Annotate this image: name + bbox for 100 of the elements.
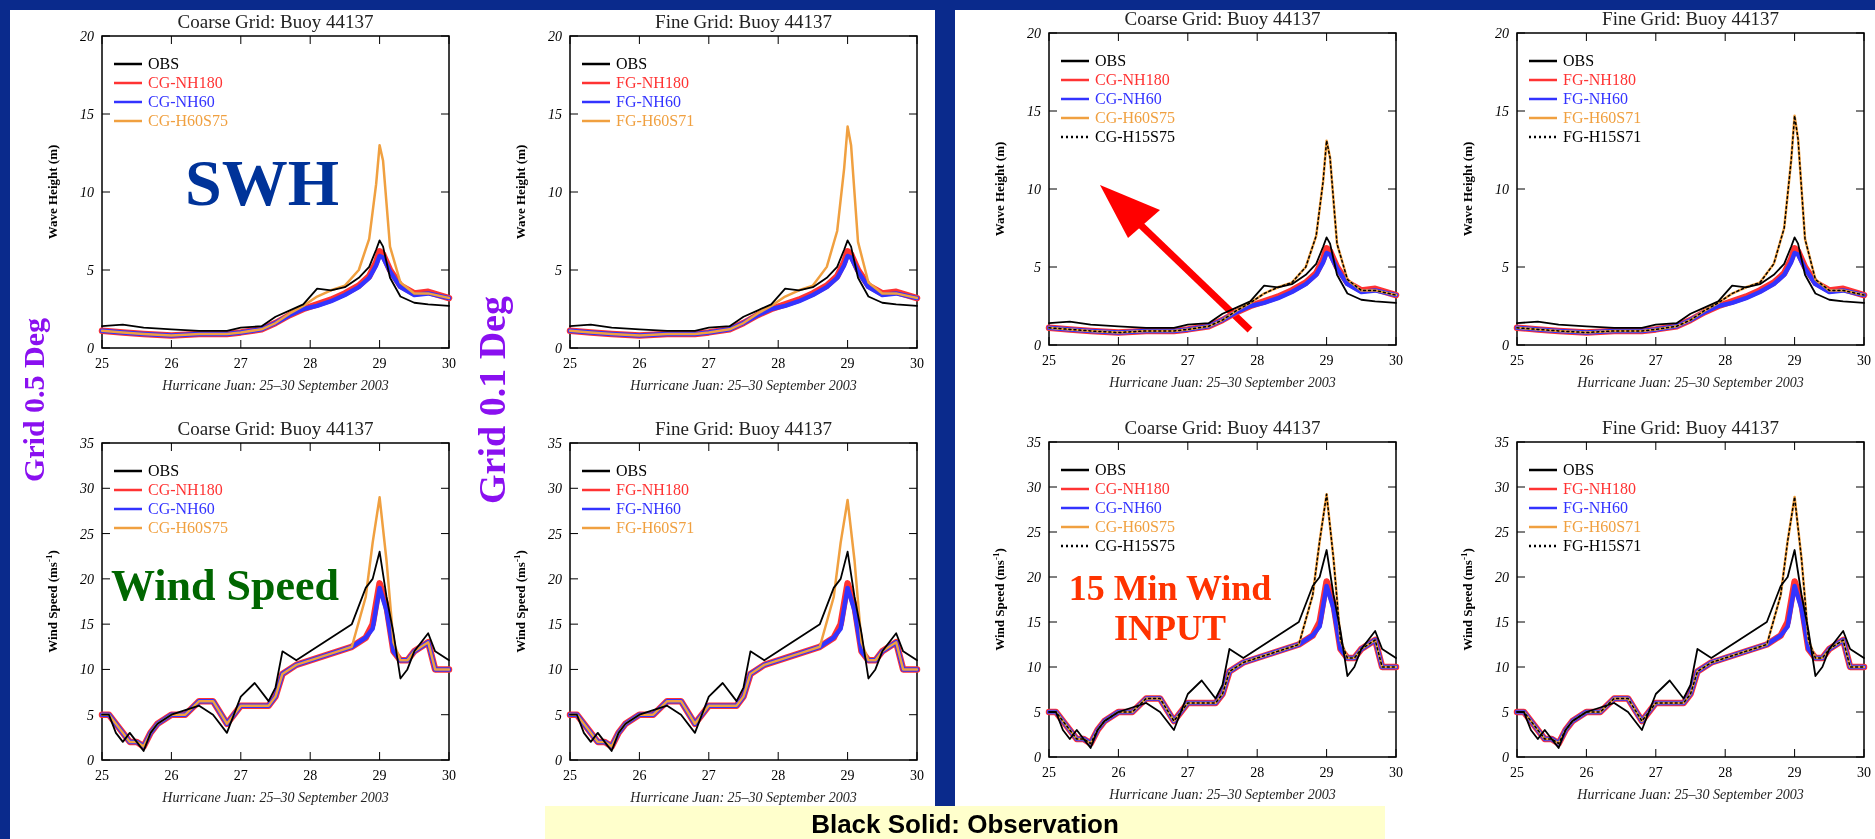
legend-label: CG-NH60: [1095, 499, 1162, 516]
x-tick-label: 26: [1579, 765, 1594, 780]
y-tick-label: 5: [1502, 260, 1509, 275]
legend-label: FG-H15S71: [1563, 537, 1642, 554]
y-tick-label: 10: [548, 185, 562, 200]
legend-label: FG-NH60: [616, 500, 681, 517]
y-tick-label: 0: [1034, 750, 1041, 765]
y-tick-label: 0: [1502, 338, 1509, 353]
annotation: Wind Speed: [111, 561, 339, 610]
x-tick-label: 28: [771, 768, 786, 783]
legend-label: OBS: [616, 55, 648, 72]
text: Grid 0.5 Deg: [17, 317, 50, 483]
chart-title: Coarse Grid: Buoy 44137: [177, 11, 374, 32]
legend-label: FG-NH180: [616, 481, 689, 498]
legend-label: CG-H60S75: [148, 112, 229, 129]
x-tick-label: 29: [840, 356, 855, 371]
y-tick-label: 30: [547, 481, 562, 497]
x-tick-label: 29: [1319, 765, 1334, 780]
x-tick-label: 30: [1389, 765, 1403, 780]
legend-label: CG-H60S75: [1095, 109, 1176, 126]
chart-title: Fine Grid: Buoy 44137: [655, 418, 832, 439]
x-tick-label: 28: [1718, 765, 1733, 780]
x-tick-label: 28: [1718, 353, 1733, 368]
x-tick-label: 26: [1579, 353, 1594, 368]
y-tick-label: 10: [1027, 182, 1041, 197]
x-axis-title: Hurricane Juan: 25–30 September 2003: [1108, 375, 1336, 390]
y-tick-label: 5: [87, 707, 94, 723]
legend-label: OBS: [1095, 52, 1127, 69]
legend-label: OBS: [1563, 461, 1595, 478]
y-tick-label: 20: [548, 571, 562, 587]
x-tick-label: 26: [1111, 353, 1126, 368]
legend-label: CG-NH60: [1095, 90, 1162, 107]
legend-label: CG-NH60: [148, 500, 215, 517]
x-tick-label: 30: [442, 356, 456, 371]
legend-label: FG-NH60: [616, 93, 681, 110]
y-tick-label: 5: [1034, 260, 1041, 275]
legend-label: CG-NH180: [148, 74, 223, 91]
y-tick-label: 10: [1495, 660, 1509, 675]
x-axis-title: Hurricane Juan: 25–30 September 2003: [629, 378, 857, 393]
x-axis-title: Hurricane Juan: 25–30 September 2003: [1108, 787, 1336, 802]
x-tick-label: 30: [442, 768, 456, 783]
y-tick-label: 0: [1502, 750, 1509, 765]
y-tick-label: 20: [548, 29, 562, 44]
x-tick-label: 28: [303, 768, 318, 783]
legend-label: OBS: [616, 462, 648, 479]
y-tick-label: 25: [548, 526, 562, 542]
y-axis-title: Wave Height (m): [45, 144, 60, 240]
legend-label: FG-NH180: [616, 74, 689, 91]
y-tick-label: 0: [555, 753, 562, 768]
y-tick-label: 0: [87, 753, 94, 768]
y-axis-title: Wave Height (m): [1460, 141, 1475, 237]
x-tick-label: 29: [1787, 765, 1802, 780]
y-tick-label: 20: [1495, 570, 1509, 585]
x-tick-label: 27: [1648, 353, 1663, 368]
y-tick-label: 15: [1027, 615, 1041, 630]
y-tick-label: 15: [80, 107, 94, 122]
y-tick-label: 25: [1027, 525, 1041, 540]
legend-label: CG-NH180: [148, 481, 223, 498]
x-tick-label: 30: [1857, 765, 1871, 780]
x-tick-label: 27: [233, 768, 248, 783]
y-tick-label: 10: [80, 662, 94, 678]
y-tick-label: 15: [548, 617, 562, 633]
legend-label: CG-H15S75: [1095, 128, 1176, 145]
x-axis-title: Hurricane Juan: 25–30 September 2003: [161, 790, 389, 805]
x-tick-label: 28: [1250, 353, 1265, 368]
y-tick-label: 35: [1026, 435, 1041, 450]
y-tick-label: 30: [1494, 480, 1509, 495]
y-tick-label: 0: [1034, 338, 1041, 353]
x-tick-label: 29: [372, 768, 387, 783]
x-axis-title: Hurricane Juan: 25–30 September 2003: [1576, 375, 1804, 390]
y-tick-label: 15: [548, 107, 562, 122]
legend-label: CG-H60S75: [148, 519, 229, 536]
y-axis-title: Wave Height (m): [992, 141, 1007, 237]
x-tick-label: 28: [303, 356, 318, 371]
legend-label: OBS: [1095, 461, 1127, 478]
x-tick-label: 26: [1111, 765, 1126, 780]
text: Grid 0.1 Deg: [471, 296, 513, 504]
legend-label: FG-H15S71: [1563, 128, 1642, 145]
y-tick-label: 10: [548, 662, 562, 678]
legend-label: FG-H60S71: [616, 519, 695, 536]
y-tick-label: 15: [1495, 615, 1509, 630]
y-tick-label: 35: [547, 436, 562, 451]
x-tick-label: 29: [1319, 353, 1334, 368]
chart-title: Coarse Grid: Buoy 44137: [1124, 417, 1321, 438]
x-tick-label: 29: [1787, 353, 1802, 368]
x-tick-label: 29: [372, 356, 387, 371]
legend-label: OBS: [148, 462, 180, 479]
x-tick-label: 30: [1857, 353, 1871, 368]
legend-label: CG-NH180: [1095, 71, 1170, 88]
y-tick-label: 30: [1026, 480, 1041, 495]
y-tick-label: 20: [80, 571, 94, 587]
x-tick-label: 27: [701, 768, 716, 783]
y-tick-label: 5: [1034, 705, 1041, 720]
y-tick-label: 15: [1027, 104, 1041, 119]
y-tick-label: 20: [1495, 26, 1509, 41]
x-tick-label: 27: [233, 356, 248, 371]
x-axis-title: Hurricane Juan: 25–30 September 2003: [1576, 787, 1804, 802]
y-tick-label: 10: [1495, 182, 1509, 197]
x-tick-label: 27: [1180, 353, 1195, 368]
y-axis-title: Wave Height (m): [513, 144, 528, 240]
